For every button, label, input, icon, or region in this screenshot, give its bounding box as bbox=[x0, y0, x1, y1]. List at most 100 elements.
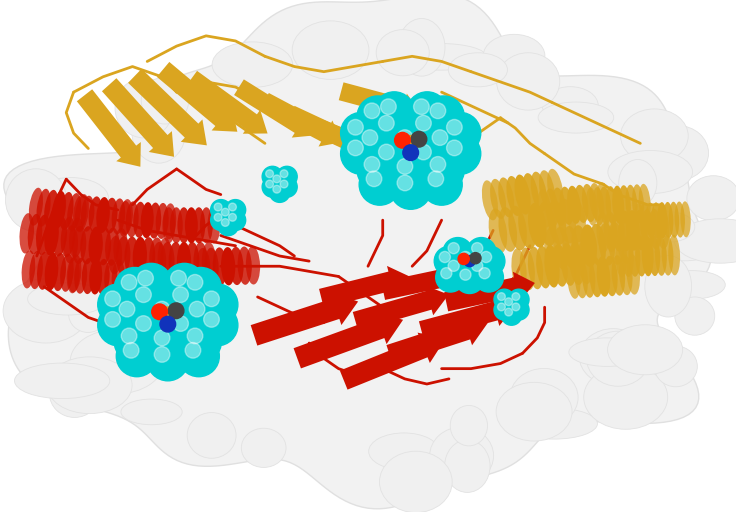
Circle shape bbox=[155, 330, 170, 346]
Ellipse shape bbox=[105, 259, 117, 295]
Circle shape bbox=[180, 267, 222, 309]
Circle shape bbox=[355, 123, 396, 164]
Ellipse shape bbox=[81, 196, 94, 231]
Ellipse shape bbox=[509, 206, 527, 250]
FancyArrow shape bbox=[364, 95, 439, 131]
Ellipse shape bbox=[202, 242, 216, 280]
Circle shape bbox=[447, 140, 462, 156]
Ellipse shape bbox=[615, 237, 627, 277]
FancyArrow shape bbox=[314, 119, 392, 165]
Ellipse shape bbox=[133, 202, 146, 238]
Ellipse shape bbox=[531, 172, 547, 211]
Ellipse shape bbox=[80, 226, 94, 265]
Circle shape bbox=[479, 268, 490, 279]
Ellipse shape bbox=[562, 226, 579, 269]
Circle shape bbox=[147, 339, 188, 381]
Ellipse shape bbox=[663, 202, 673, 238]
Ellipse shape bbox=[496, 382, 572, 441]
Ellipse shape bbox=[655, 236, 667, 276]
Circle shape bbox=[273, 175, 280, 183]
FancyArrow shape bbox=[102, 78, 174, 157]
Ellipse shape bbox=[567, 198, 586, 242]
Ellipse shape bbox=[528, 247, 543, 289]
Ellipse shape bbox=[74, 258, 87, 294]
Circle shape bbox=[121, 328, 137, 344]
Circle shape bbox=[147, 294, 188, 335]
Ellipse shape bbox=[648, 236, 660, 276]
Circle shape bbox=[273, 185, 280, 193]
Circle shape bbox=[173, 316, 188, 331]
Ellipse shape bbox=[126, 201, 138, 238]
Circle shape bbox=[439, 113, 481, 154]
Ellipse shape bbox=[70, 330, 164, 394]
Ellipse shape bbox=[430, 427, 494, 484]
Ellipse shape bbox=[44, 190, 58, 228]
Circle shape bbox=[341, 113, 382, 154]
FancyArrow shape bbox=[294, 312, 403, 369]
Circle shape bbox=[218, 215, 238, 236]
Circle shape bbox=[390, 168, 431, 209]
Ellipse shape bbox=[510, 369, 578, 426]
Ellipse shape bbox=[675, 202, 685, 238]
Circle shape bbox=[357, 150, 398, 191]
Ellipse shape bbox=[212, 42, 293, 88]
Ellipse shape bbox=[29, 251, 43, 289]
Circle shape bbox=[129, 309, 170, 350]
Circle shape bbox=[434, 246, 464, 276]
Ellipse shape bbox=[656, 208, 670, 249]
Ellipse shape bbox=[571, 225, 588, 268]
FancyArrow shape bbox=[157, 62, 237, 132]
Circle shape bbox=[269, 182, 290, 202]
Ellipse shape bbox=[675, 219, 736, 263]
Ellipse shape bbox=[579, 329, 647, 385]
Circle shape bbox=[160, 316, 176, 332]
Circle shape bbox=[512, 293, 520, 301]
Ellipse shape bbox=[208, 207, 220, 243]
Circle shape bbox=[439, 251, 450, 263]
Circle shape bbox=[277, 166, 297, 187]
Ellipse shape bbox=[539, 170, 555, 210]
Ellipse shape bbox=[185, 207, 198, 243]
Circle shape bbox=[505, 298, 512, 306]
Ellipse shape bbox=[395, 44, 486, 70]
FancyArrow shape bbox=[186, 71, 268, 134]
Circle shape bbox=[105, 312, 121, 327]
Ellipse shape bbox=[163, 203, 176, 239]
Circle shape bbox=[464, 255, 475, 267]
Circle shape bbox=[210, 210, 231, 230]
Ellipse shape bbox=[675, 297, 715, 335]
Ellipse shape bbox=[104, 198, 118, 233]
Ellipse shape bbox=[612, 186, 624, 224]
Circle shape bbox=[374, 92, 415, 133]
Circle shape bbox=[163, 263, 205, 305]
Ellipse shape bbox=[177, 207, 191, 243]
Ellipse shape bbox=[645, 203, 656, 239]
Circle shape bbox=[414, 99, 429, 115]
Ellipse shape bbox=[619, 185, 631, 223]
Circle shape bbox=[160, 307, 176, 323]
Circle shape bbox=[112, 294, 153, 335]
Circle shape bbox=[441, 268, 452, 279]
Ellipse shape bbox=[177, 242, 191, 280]
Ellipse shape bbox=[88, 197, 102, 232]
Circle shape bbox=[472, 260, 483, 271]
Circle shape bbox=[372, 109, 413, 150]
Circle shape bbox=[498, 303, 506, 311]
Ellipse shape bbox=[606, 186, 618, 224]
Ellipse shape bbox=[37, 189, 51, 227]
Ellipse shape bbox=[118, 201, 131, 237]
Circle shape bbox=[229, 214, 236, 221]
Circle shape bbox=[367, 171, 382, 187]
Ellipse shape bbox=[28, 214, 42, 254]
Circle shape bbox=[135, 287, 152, 303]
Ellipse shape bbox=[642, 236, 654, 276]
Ellipse shape bbox=[141, 202, 154, 238]
Ellipse shape bbox=[246, 246, 260, 285]
Ellipse shape bbox=[97, 227, 111, 265]
Ellipse shape bbox=[69, 218, 84, 258]
Ellipse shape bbox=[575, 258, 588, 298]
Ellipse shape bbox=[115, 78, 174, 138]
Circle shape bbox=[121, 274, 137, 290]
Ellipse shape bbox=[608, 151, 693, 194]
Circle shape bbox=[509, 289, 529, 310]
